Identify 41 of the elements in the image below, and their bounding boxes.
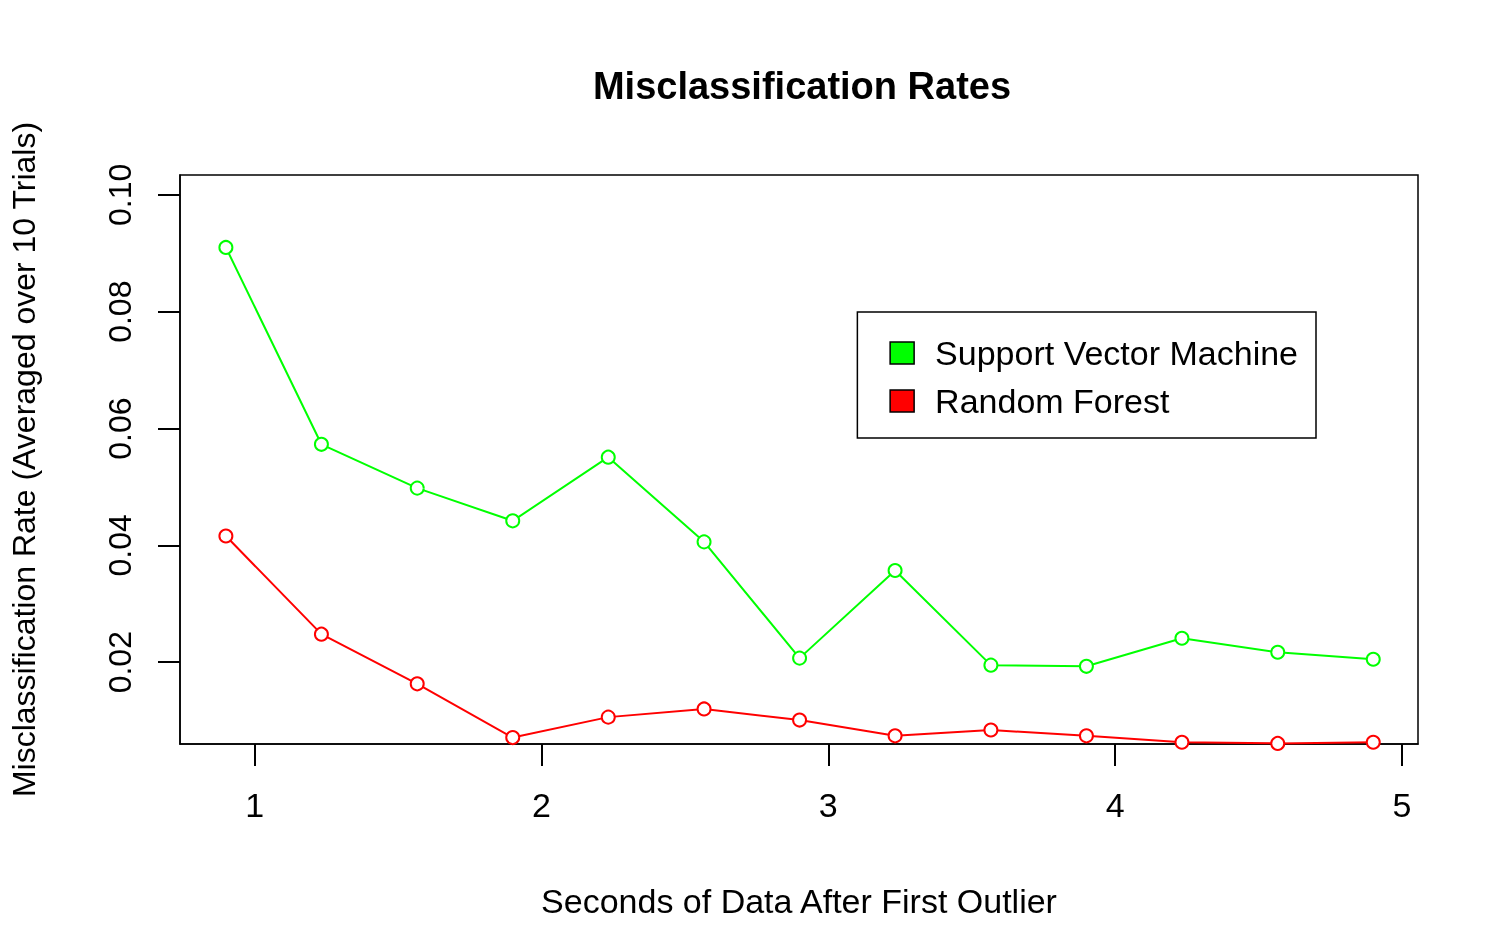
point	[600, 709, 616, 725]
point	[313, 436, 329, 452]
point	[505, 513, 521, 529]
point	[1078, 658, 1094, 674]
x-tick-label: 5	[1392, 786, 1412, 824]
chart-title: Misclassification Rates	[592, 65, 1012, 107]
point	[887, 563, 903, 578]
point	[505, 730, 521, 746]
x-tick-label: 1	[245, 786, 265, 824]
y-tick-label: 0.04	[102, 514, 138, 577]
point	[1078, 728, 1094, 744]
y-axis-title: Misclassification Rate (Averaged over 10 Trials)	[6, 121, 42, 798]
x-tick-label: 4	[1105, 786, 1125, 824]
point	[218, 528, 234, 544]
point	[696, 701, 712, 717]
point	[409, 676, 425, 692]
point	[792, 650, 808, 666]
point	[1270, 644, 1286, 660]
point	[1365, 734, 1381, 750]
point	[887, 728, 903, 744]
y-tick-label: 0.06	[102, 397, 138, 460]
y-tick-label: 0.02	[102, 631, 138, 694]
point	[1365, 651, 1381, 667]
point	[600, 449, 616, 465]
point	[1174, 734, 1190, 750]
point	[313, 626, 329, 642]
x-tick-label: 2	[531, 786, 551, 824]
x-tick-label: 3	[818, 786, 838, 824]
legend-label: Random Forest	[935, 382, 1170, 420]
point	[409, 480, 425, 496]
point	[983, 722, 999, 738]
point	[1174, 630, 1190, 646]
point	[1270, 735, 1286, 751]
x-axis-title: Seconds of Data After First Outlier	[541, 882, 1057, 920]
point	[983, 657, 999, 673]
point	[218, 239, 234, 255]
legend-label: Support Vector Machine	[935, 334, 1299, 372]
point	[792, 712, 808, 728]
y-tick-label: 0.10	[102, 163, 138, 226]
y-tick-label: 0.08	[102, 280, 138, 343]
point	[696, 534, 712, 550]
